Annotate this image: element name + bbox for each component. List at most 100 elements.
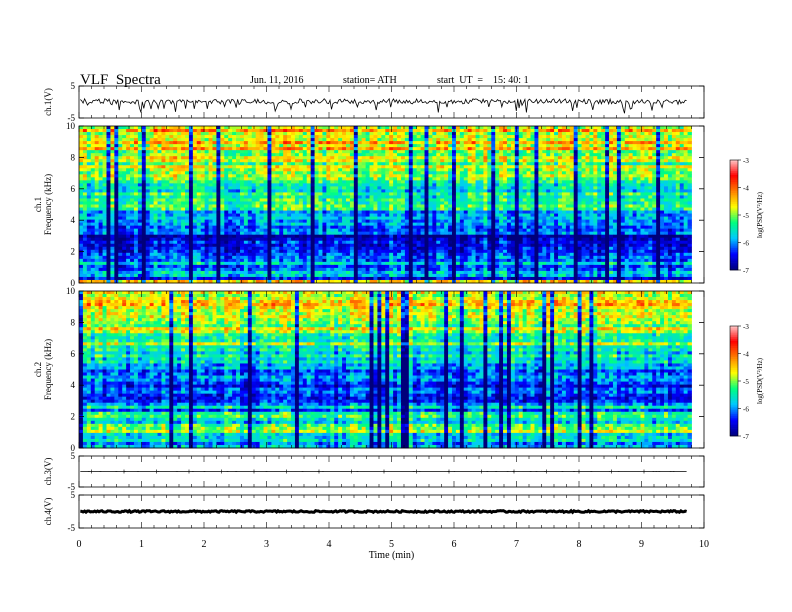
ch1-spectrogram-colorbar-swatch [730,209,738,212]
ch2-spectrogram-panel: 0 2 4 6 8 10 ch.2 Frequency (kHz) [33,286,705,453]
ch1-spectrogram-colorbar-tick-label: -6 [743,240,749,248]
ch1-spectrogram-colorbar-swatch [730,200,738,203]
time-tick-label: 2 [202,539,207,550]
ch1-spectrogram-colorbar-swatch [730,216,738,219]
ch4-waveform-ytick-label: 5 [71,490,76,500]
ch1-spectrogram-colorbar-swatch [730,161,738,164]
ch2-spectrogram-colorbar-swatch [730,388,738,391]
ch1-spectrogram-colorbar-swatch [730,259,738,262]
ch2-spectrogram-colorbar-swatch [730,355,738,358]
ch1-spectrogram-ytick-label: 0 [71,278,76,288]
ch1-spectrogram-colorbar-swatch [730,218,738,221]
ch2-spectrogram-colorbar-swatch [730,371,738,374]
ch1-spectrogram-colorbar-swatch [730,268,738,271]
ch1-spectrogram-colorbar-swatch [730,193,738,196]
ch2-spectrogram-colorbar-swatch [730,428,738,431]
ch1-spectrogram-colorbar-swatch [730,226,738,229]
ch2-spectrogram-colorbar-swatch [730,364,738,367]
ch1-spectrogram-colorbar-swatch [730,255,738,258]
ch1-spectrogram-colorbar-tick-label: -5 [743,212,749,220]
ch1-spectrogram-colorbar-swatch [730,242,738,245]
ch1-spectrogram-colorbar-swatch [730,266,738,269]
ch3-waveform-ytick-label: -5 [68,482,76,492]
ch2-spectrogram-colorbar-swatch [730,410,738,413]
ch2-spectrogram-colorbar-swatch [730,432,738,435]
time-tick-label: 10 [699,539,709,550]
ch2-spectrogram-colorbar-swatch [730,340,738,343]
ch2-spectrogram-colorbar-swatch [730,381,738,384]
ch2-spectrogram-colorbar-swatch [730,375,738,378]
ch2-spectrogram-colorbar-swatch [730,331,738,334]
ch2-spectrogram-ytick-label: 6 [71,349,76,359]
ch2-spectrogram-colorbar-swatch [730,417,738,420]
ch1-spectrogram-colorbar-label: log(PSD(V²/Hz) [756,191,764,238]
ch1-spectrogram-ytick-label: 4 [71,215,76,225]
ch1-waveform-trace [80,97,687,114]
ch1-spectrogram-colorbar-swatch [730,169,738,172]
ch1-spectrogram-colorbar-swatch [730,183,738,186]
ch1-spectrogram-colorbar-swatch [730,238,738,241]
ch2-spectrogram-colorbar-swatch [730,351,738,354]
ch1-spectrogram-colorbar-swatch [730,222,738,225]
ch2-spectrogram-colorbar-swatch [730,379,738,382]
ch1-spectrogram-colorbar-swatch [730,220,738,223]
ch1-spectrogram-colorbar-swatch [730,229,738,232]
ch1-spectrogram-colorbar-swatch [730,204,738,207]
chart-title: VLF Spectra [80,72,161,88]
ch2-spectrogram-colorbar-swatch [730,362,738,365]
ch1-spectrogram-colorbar: -3 -4 -5 -6 -7 log(PSD(V²/Hz) [729,157,764,275]
ch2-spectrogram-ylabel: Frequency (kHz) [43,339,53,400]
time-axis: 0 1 2 3 4 5 6 7 8 9 10 Time (min) [77,539,710,561]
ch2-spectrogram-colorbar-swatch [730,408,738,411]
ch1-spectrogram-cells [79,126,692,284]
ch1-waveform-ylabel: ch.1(V) [43,88,53,116]
ch2-spectrogram-colorbar-swatch [730,395,738,398]
ch2-spectrogram-colorbar-swatch [730,423,738,426]
ch1-spectrogram-ytick-label: 8 [71,152,76,162]
ch2-spectrogram-colorbar-tick-label: -6 [743,406,749,414]
ch2-spectrogram-cells [79,291,692,449]
ch1-spectrogram-colorbar-swatch [730,235,738,238]
ch1-spectrogram-ytick-label: 6 [71,184,76,194]
ch1-waveform-panel: 5 -5 ch.1(V) [43,81,705,123]
ch2-spectrogram-colorbar-swatch [730,425,738,428]
ch2-spectrogram-colorbar-swatch [730,357,738,360]
ch2-spectrogram-colorbar-swatch [730,382,738,385]
ch2-spectrogram-colorbar-swatch [730,430,738,433]
ch2-spectrogram-ytick-label: 2 [71,412,76,422]
ch2-spectrogram-colorbar-swatch [730,419,738,422]
ch1-spectrogram-colorbar-swatch [730,178,738,181]
ch2-spectrogram-colorbar-swatch [730,338,738,341]
ch2-spectrogram-colorbar-swatch [730,329,738,332]
ch2-spectrogram-colorbar-swatch [730,434,738,437]
time-tick-label: 8 [577,539,582,550]
ch2-spectrogram-colorbar-swatch [730,421,738,424]
ch2-spectrogram-colorbar-swatch [730,337,738,340]
ch2-spectrogram-colorbar-swatch [730,412,738,415]
ch1-spectrogram-colorbar-swatch [730,202,738,205]
ch1-spectrogram-colorbar-swatch [730,207,738,210]
ch1-spectrogram-colorbar-swatch [730,233,738,236]
date-label: Jun. 11, 2016 [250,75,304,86]
ch1-spectrogram-colorbar-swatch [730,211,738,214]
ch1-spectrogram-colorbar-swatch [730,185,738,188]
ch2-spectrogram-colorbar-swatch [730,415,738,418]
ch2-spectrogram-colorbar-swatch [730,360,738,363]
ch1-spectrogram-colorbar-swatch [730,257,738,260]
ch1-spectrogram-colorbar-swatch [730,198,738,201]
time-tick-label: 0 [77,539,82,550]
ch2-spectrogram-colorbar-swatch [730,392,738,395]
ch2-spectrogram-colorbar-swatch [730,370,738,373]
ch1-spectrogram-colorbar-swatch [730,194,738,197]
ch2-spectrogram-colorbar-swatch [730,366,738,369]
ch1-spectrogram-colorbar-swatch [730,165,738,168]
ch1-spectrogram-colorbar-swatch [730,264,738,267]
ch1-spectrogram-colorbar-swatch [730,262,738,265]
ch1-waveform-ytick-label: -5 [68,113,76,123]
ch2-spectrogram-colorbar-swatch [730,373,738,376]
ch2-spectrogram-colorbar-swatch [730,377,738,380]
ch1-spectrogram-colorbar-swatch [730,176,738,179]
ch4-waveform-panel: 5 -5 ch.4(V) [43,490,705,533]
